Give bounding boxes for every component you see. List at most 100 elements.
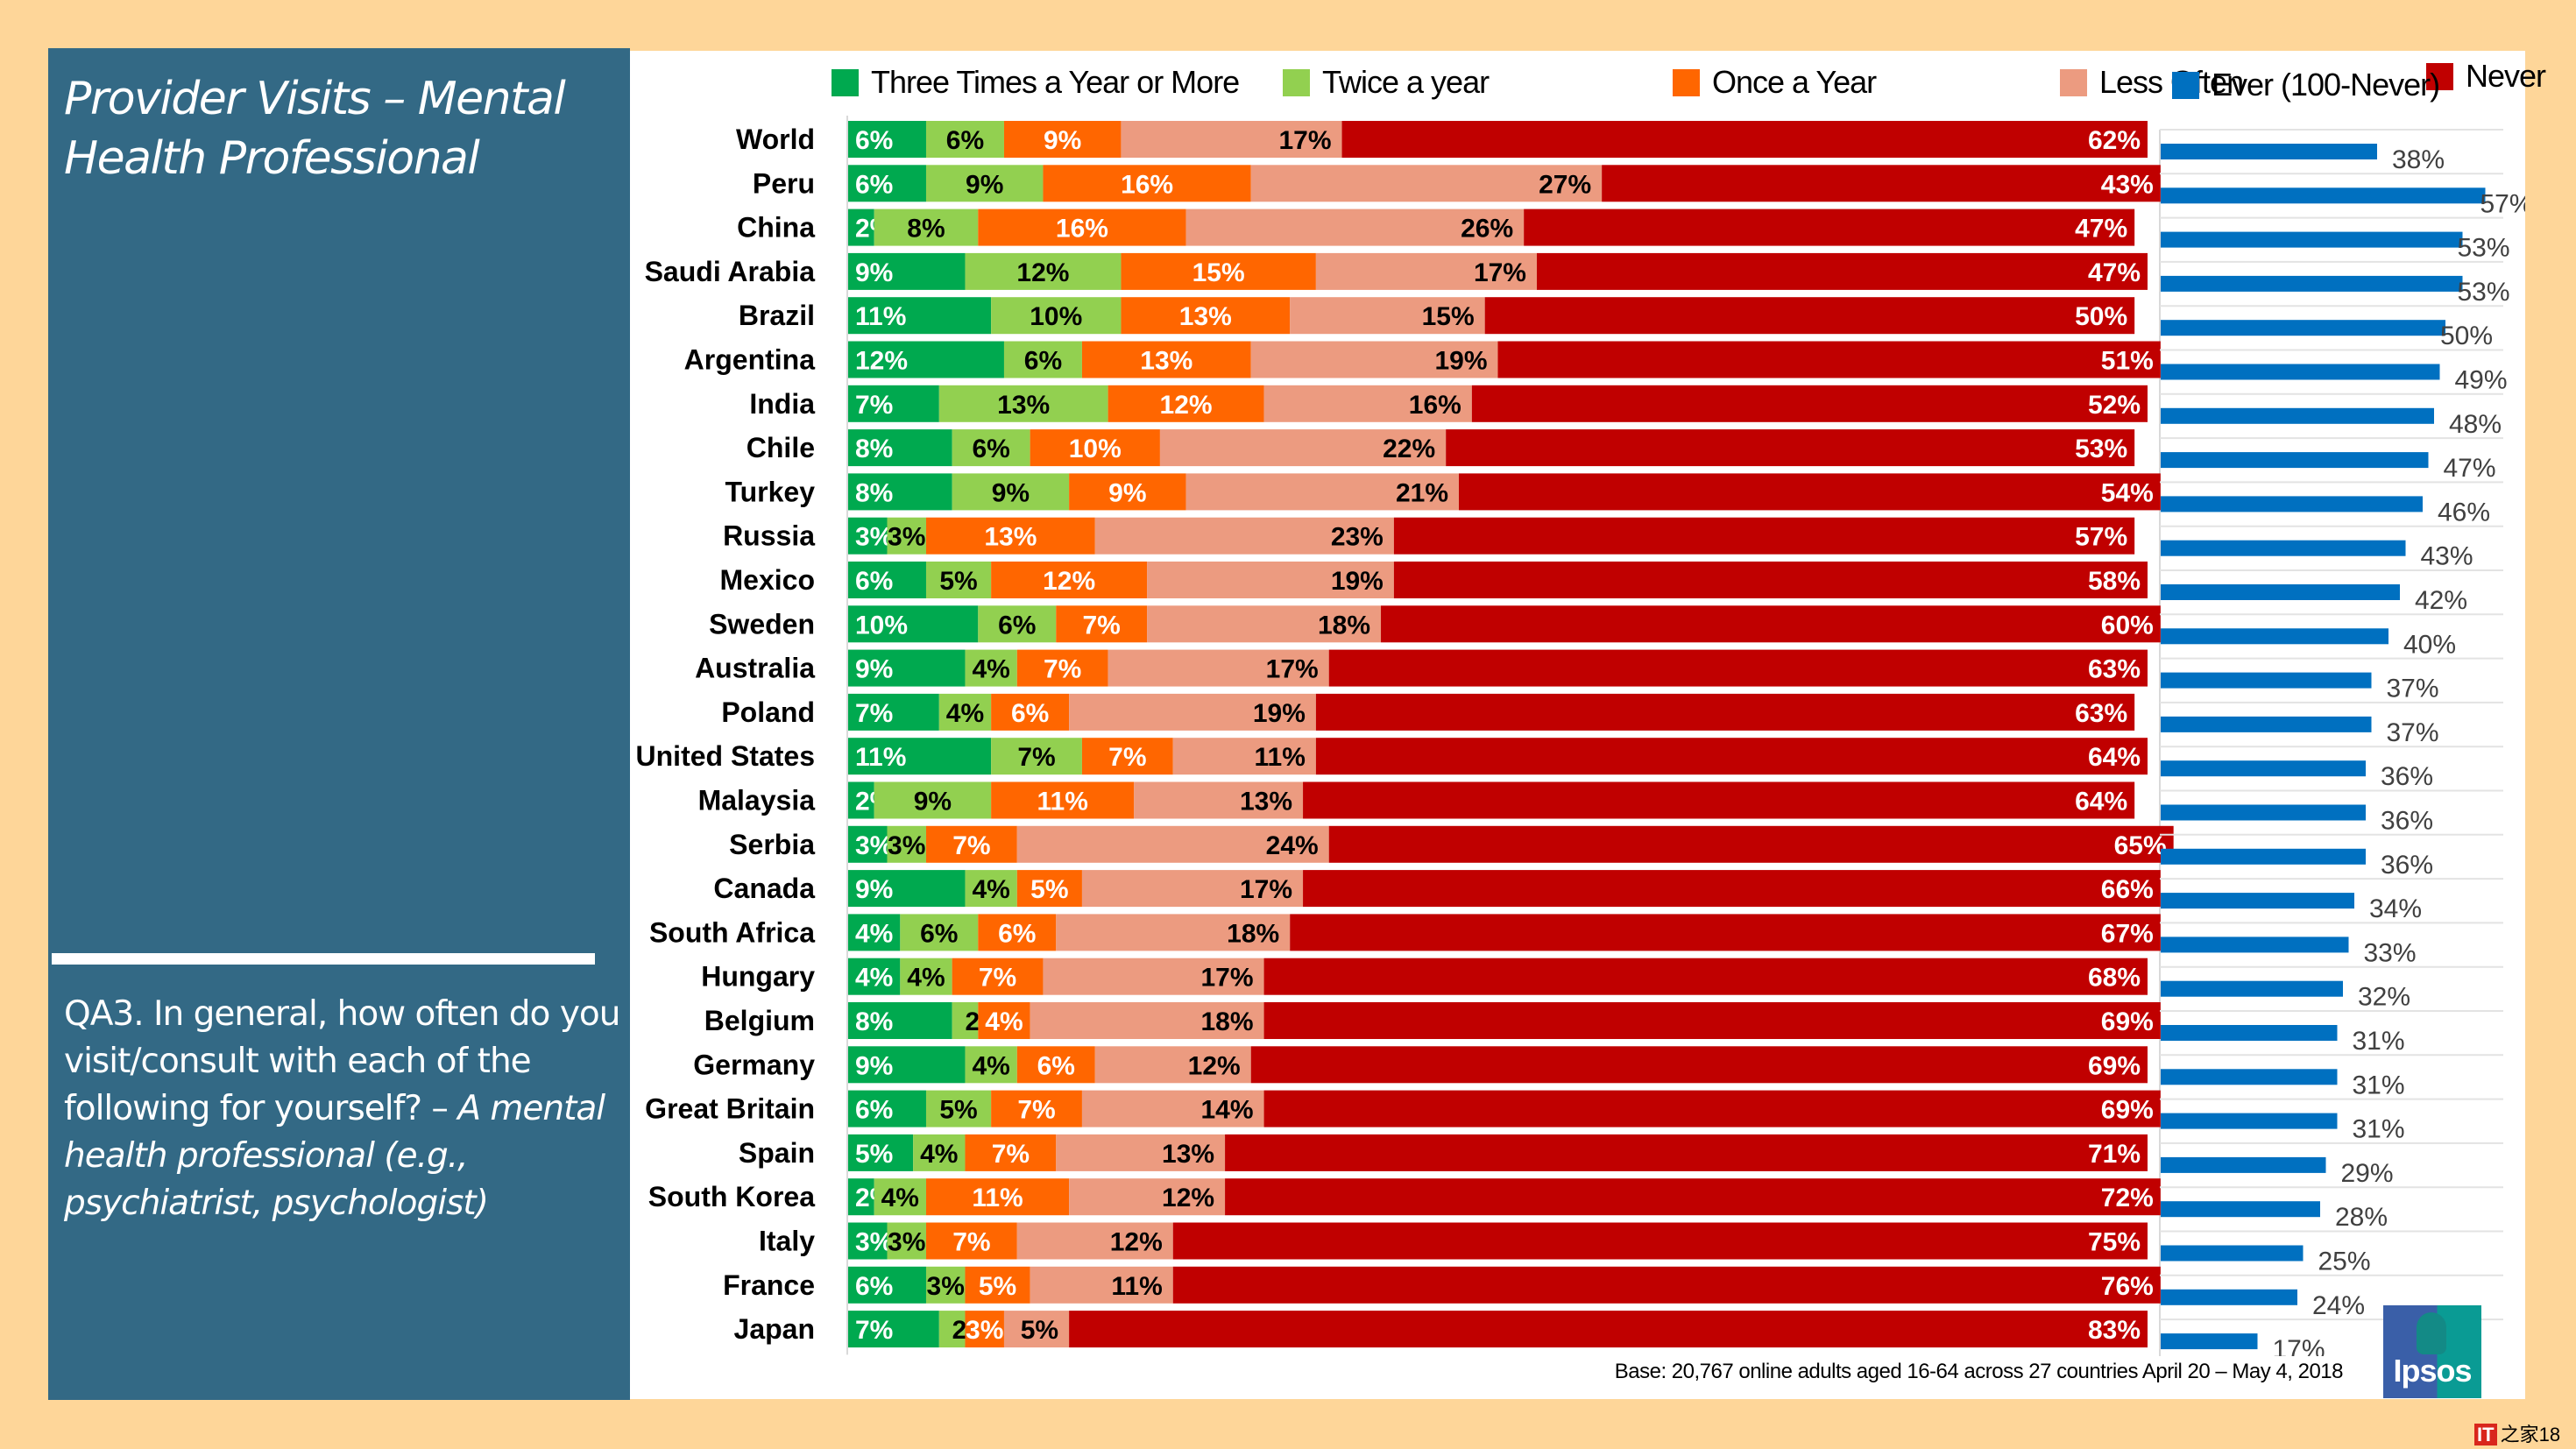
row-france: France 6% 3% 5% 11% 76% 24% [723, 1266, 2503, 1320]
legend-label: Once a Year [1712, 64, 1877, 100]
country-label: Mexico [720, 564, 815, 596]
segment-label-three-times-a-year-or-more: 3% [855, 1228, 893, 1257]
legend-swatch [832, 68, 859, 96]
segment-label-never: 69% [2101, 1096, 2154, 1125]
segment-label-twice-a-year: 4% [972, 655, 1009, 684]
segment-label-twice-a-year: 6% [972, 435, 1009, 463]
segment-label-less-often: 22% [1383, 435, 1435, 463]
country-label: Russia [723, 520, 815, 552]
row-russia: Russia 3%3% 13% 23% 57% 43% [723, 517, 2503, 571]
bar-segment-less-often [1030, 1266, 1173, 1304]
bar-segment-once-a-year [1016, 1046, 1095, 1084]
segment-label-less-often: 14% [1201, 1096, 1254, 1125]
watermark-brand: IT [2474, 1424, 2497, 1445]
segment-label-once-a-year: 12% [1160, 391, 1213, 420]
bar-segment-less-often [1315, 252, 1537, 290]
bar-segment-three-times-a-year-or-more [848, 605, 979, 643]
segment-label-twice-a-year: 3% [888, 1228, 925, 1257]
ever-label: 49% [2455, 366, 2508, 395]
ever-label: 31% [2353, 1071, 2405, 1099]
segment-label-twice-a-year: 5% [939, 1096, 977, 1125]
legend-label: Twice a year [1322, 64, 1490, 100]
ever-bar [2161, 848, 2366, 865]
bar-segment-three-times-a-year-or-more [848, 252, 966, 290]
logo-head-icon [2417, 1312, 2446, 1354]
bar-segment-less-often [1094, 517, 1394, 555]
bar-segment-never [1250, 1046, 2148, 1084]
bar-segment-once-a-year [991, 1090, 1082, 1127]
segment-label-once-a-year: 10% [1069, 435, 1122, 463]
bar-segment-never [1290, 914, 2161, 951]
bar-segment-less-often [1172, 738, 1316, 775]
segment-label-never: 58% [2088, 567, 2141, 596]
country-label: Hungary [701, 961, 815, 993]
ever-label: 53% [2458, 278, 2510, 307]
logo-text: Ipsos [2393, 1353, 2472, 1389]
segment-label-less-often: 17% [1266, 655, 1319, 684]
segment-label-three-times-a-year-or-more: 3% [855, 831, 893, 860]
legend-item-three-times-a-year-or-more: Three Times a Year or More [832, 64, 1240, 101]
bar-segment-three-times-a-year-or-more [848, 297, 992, 335]
ever-label: 47% [2444, 454, 2496, 483]
country-label: Japan [734, 1313, 815, 1345]
segment-label-never: 62% [2088, 126, 2141, 155]
ever-bar [2161, 144, 2377, 159]
ever-bar [2161, 628, 2388, 645]
bar-segment-twice-a-year [965, 1046, 1017, 1084]
country-label: Turkey [725, 476, 815, 507]
segment-label-once-a-year: 12% [1043, 567, 1095, 596]
bar-segment-three-times-a-year-or-more [848, 649, 966, 687]
country-label: France [723, 1269, 815, 1301]
bar-segment-three-times-a-year-or-more [848, 1046, 966, 1084]
bar-segment-three-times-a-year-or-more [848, 738, 992, 775]
segment-label-once-a-year: 16% [1121, 170, 1173, 199]
segment-label-three-times-a-year-or-more: 6% [855, 567, 893, 596]
bar-segment-twice-a-year [874, 209, 979, 246]
segment-label-once-a-year: 7% [1108, 743, 1146, 772]
bar-segment-twice-a-year [925, 165, 1044, 202]
bar-segment-three-times-a-year-or-more [848, 781, 874, 819]
ever-bar [2161, 275, 2463, 292]
country-label: Great Britain [645, 1093, 815, 1125]
bar-segment-never [1069, 1311, 2148, 1348]
bar-segment-never [1303, 870, 2161, 908]
bar-segment-twice-a-year [952, 473, 1070, 511]
ever-label: 17% [2273, 1335, 2325, 1356]
row-argentina: Argentina 12% 6% 13% 19% 51% 49% [684, 341, 2508, 395]
bar-segment-once-a-year [1069, 473, 1186, 511]
row-canada: Canada 9% 4% 5% 17% 66% 34% [713, 870, 2503, 923]
bar-segment-twice-a-year [925, 1090, 992, 1127]
row-world: World 6% 6% 9% 17% 62% 38% [736, 121, 2503, 174]
country-label: Canada [713, 873, 815, 904]
segment-label-twice-a-year: 4% [972, 1051, 1009, 1080]
bar-segment-less-often [1147, 562, 1394, 598]
segment-label-never: 47% [2088, 258, 2141, 287]
country-label: Australia [695, 653, 815, 684]
bar-segment-three-times-a-year-or-more [848, 825, 888, 863]
segment-label-once-a-year: 7% [1083, 611, 1121, 640]
row-india: India 7% 13% 12% 16% 52% 48% [749, 385, 2503, 439]
bar-segment-less-often [1081, 870, 1304, 908]
row-poland: Poland 7% 4% 6% 19% 63% 37% [721, 693, 2503, 747]
segment-label-three-times-a-year-or-more: 7% [855, 391, 893, 420]
bar-segment-three-times-a-year-or-more [848, 341, 1004, 378]
legend-label: Ever (100-Never) [2212, 67, 2440, 102]
segment-label-once-a-year: 6% [1011, 699, 1049, 728]
bar-segment-three-times-a-year-or-more [848, 1134, 914, 1171]
ever-bar [2161, 1025, 2338, 1041]
ever-bar [2161, 1333, 2258, 1350]
segment-label-less-often: 18% [1201, 1007, 1254, 1036]
segment-label-once-a-year: 9% [1108, 478, 1146, 507]
bar-segment-three-times-a-year-or-more [848, 914, 901, 951]
bar-segment-once-a-year [1003, 121, 1122, 158]
country-label: Chile [747, 432, 815, 463]
title-panel: Provider Visits – Mental Health Professi… [48, 48, 630, 1400]
ever-bar [2161, 893, 2354, 909]
bar-segment-never [1172, 1266, 2161, 1304]
bar-segment-once-a-year [991, 693, 1070, 731]
bar-segment-twice-a-year [938, 385, 1108, 422]
segment-label-three-times-a-year-or-more: 9% [855, 875, 893, 904]
segment-label-never: 54% [2101, 478, 2154, 507]
row-malaysia: Malaysia2%9%11%13%64%36% [698, 781, 2503, 836]
